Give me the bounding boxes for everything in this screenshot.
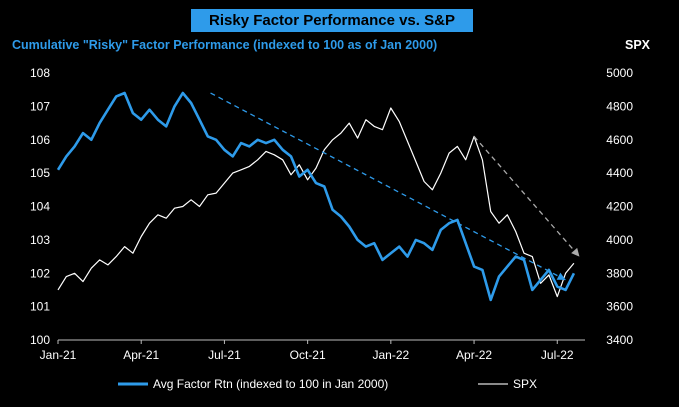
x-tick-label: Oct-21: [290, 348, 326, 362]
x-tick-label: Jan-22: [372, 348, 409, 362]
factor-trend-line: [210, 92, 566, 281]
right-tick-label: 4200: [606, 200, 633, 214]
left-tick-label: 101: [30, 300, 50, 314]
left-tick-label: 104: [30, 200, 50, 214]
left-tick-label: 103: [30, 233, 50, 247]
right-tick-label: 4000: [606, 233, 633, 247]
factor-return-line: [56, 91, 576, 302]
x-tick-label: Jul-22: [541, 348, 574, 362]
left-tick-label: 102: [30, 266, 50, 280]
right-tick-label: 5000: [606, 66, 633, 80]
x-tick-label: Apr-22: [456, 348, 492, 362]
chart-title: Risky Factor Performance vs. S&P: [191, 9, 473, 32]
right-tick-label: 4600: [606, 133, 633, 147]
right-tick-label: 3600: [606, 300, 633, 314]
left-tick-label: 108: [30, 66, 50, 80]
x-tick-label: Apr-21: [123, 348, 159, 362]
right-axis-title: SPX: [625, 38, 651, 52]
right-tick-label: 3400: [606, 333, 633, 347]
left-tick-label: 106: [30, 133, 50, 147]
spx-trend-line: [473, 135, 580, 257]
legend-label-factor: Avg Factor Rtn (indexed to 100 in Jan 20…: [153, 377, 388, 391]
chart-subtitle: Cumulative "Risky" Factor Performance (i…: [12, 38, 438, 52]
left-tick-label: 107: [30, 99, 50, 113]
legend-label-spx: SPX: [513, 377, 537, 391]
spx-line: [57, 107, 575, 298]
x-tick-label: Jul-21: [208, 348, 241, 362]
right-tick-label: 3800: [606, 266, 633, 280]
right-tick-label: 4800: [606, 99, 633, 113]
x-tick-label: Jan-21: [40, 348, 77, 362]
spx-trend-arrow: [571, 247, 580, 257]
right-tick-label: 4400: [606, 166, 633, 180]
left-tick-label: 100: [30, 333, 50, 347]
factor-trend-arrow: [556, 272, 566, 280]
left-tick-label: 105: [30, 166, 50, 180]
